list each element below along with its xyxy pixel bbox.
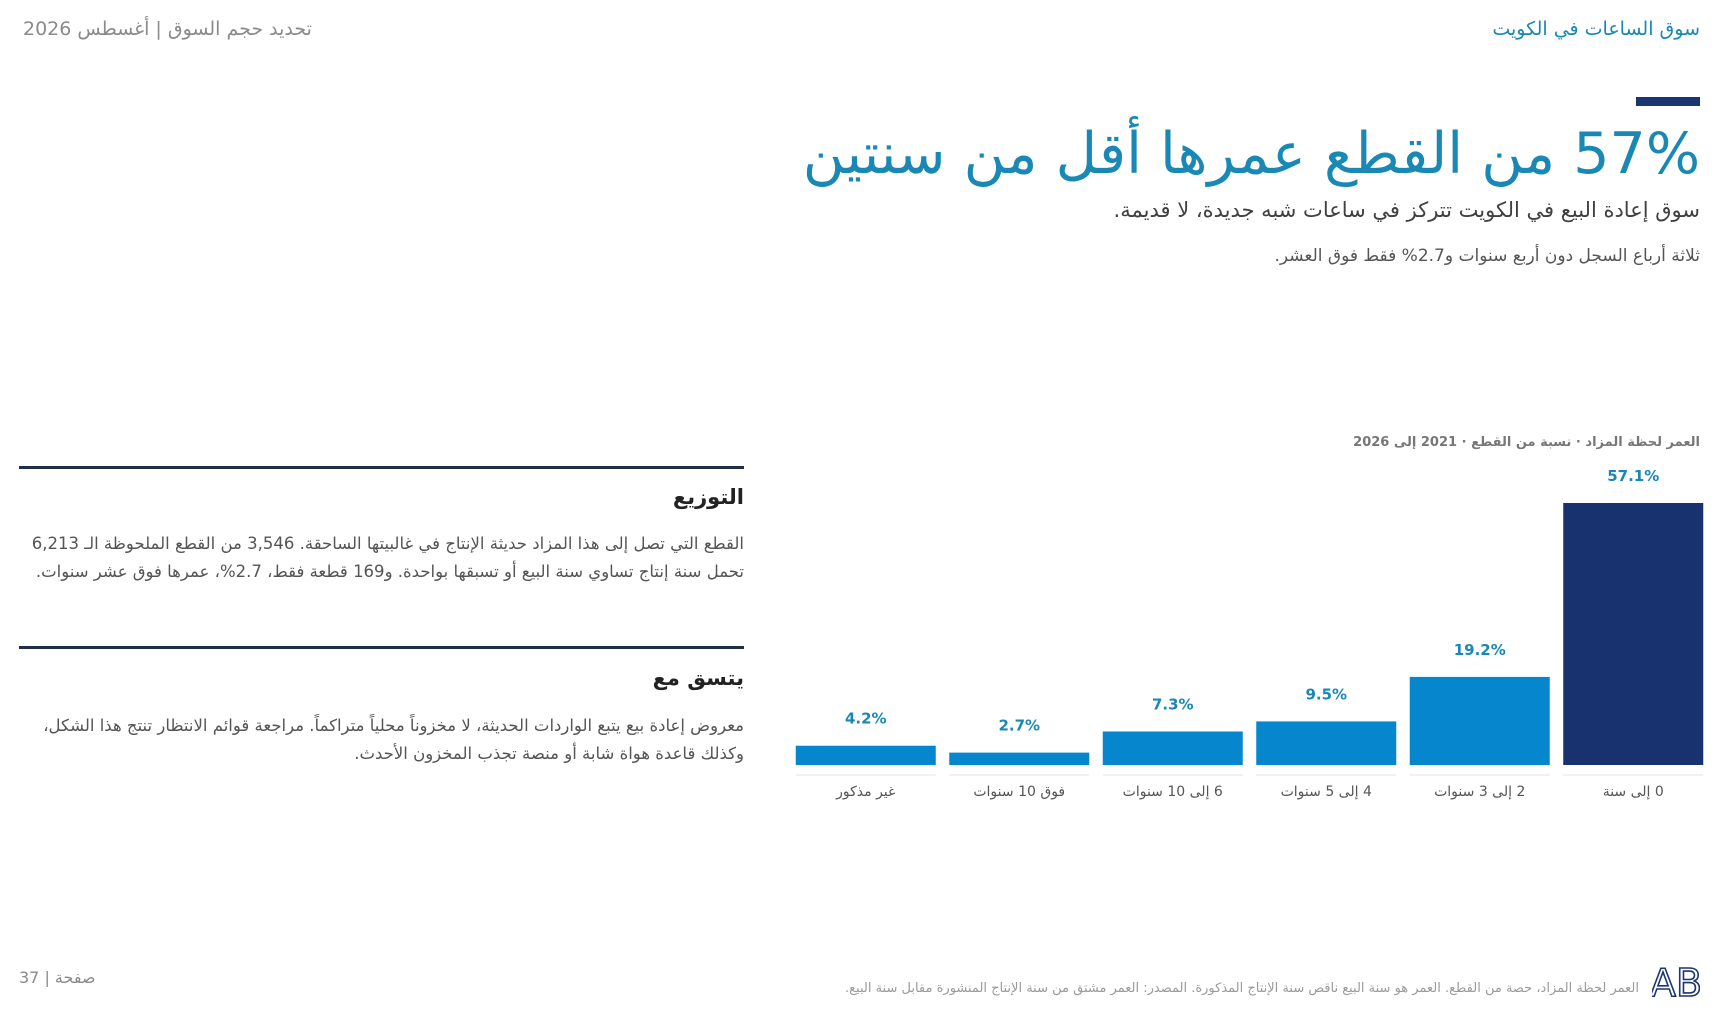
- footnote: العمر لحظة المزاد، حصة من القطع. العمر ه…: [844, 981, 1639, 996]
- section-title-consistent: يتسق مع: [652, 666, 744, 690]
- ab-logo-icon: AB: [1652, 960, 1700, 1002]
- category-label-4: فوق 10 سنوات: [973, 784, 1065, 800]
- bar-3: [1102, 731, 1243, 765]
- bar-0: [1563, 503, 1704, 765]
- page-note: ثلاثة أرباع السجل دون أربع سنوات و2.7% ف…: [1274, 246, 1700, 266]
- section-body-consistent: معروض إعادة بيع يتبع الواردات الحديثة، ل…: [43, 716, 744, 764]
- category-label-3: 6 إلى 10 سنوات: [1123, 784, 1223, 800]
- page-subtitle: سوق إعادة البيع في الكويت تتركز في ساعات…: [1113, 198, 1700, 222]
- report-section-title: سوق الساعات في الكويت: [1492, 18, 1700, 40]
- section-body-distribution: القطع التي تصل إلى هذا المزاد حديثة الإن…: [31, 534, 744, 582]
- age-distribution-chart: 57.1% 0 إلى سنة 19.2% 2 إلى 3 سنوات 9.5% 4 إل…: [795, 467, 1704, 800]
- page-number: صفحة | 37: [19, 968, 96, 987]
- section-divider: [19, 466, 744, 469]
- accent-bar: [1636, 97, 1700, 106]
- category-label-0: 0 إلى سنة: [1603, 784, 1664, 800]
- category-label-2: 4 إلى 5 سنوات: [1281, 784, 1372, 800]
- value-label-4: 2.7%: [998, 717, 1040, 735]
- section-divider: [19, 646, 744, 649]
- value-label-0: 57.1%: [1607, 467, 1659, 485]
- logo-text: AB: [1652, 961, 1700, 1002]
- bar-1: [1409, 676, 1550, 765]
- value-label-2: 9.5%: [1305, 685, 1347, 703]
- section-title-distribution: التوزيع: [672, 485, 744, 509]
- bar-4: [949, 752, 1090, 765]
- chart-title: العمر لحظة المزاد · نسبة من القطع · 2021…: [1353, 435, 1700, 450]
- value-label-1: 19.2%: [1454, 641, 1506, 659]
- bar-2: [1256, 721, 1397, 765]
- value-label-5: 4.2%: [845, 710, 887, 728]
- page-title: 57% من القطع عمرها أقل من سنتين: [802, 121, 1700, 187]
- bar-5: [795, 745, 936, 765]
- category-label-1: 2 إلى 3 سنوات: [1434, 784, 1525, 800]
- value-label-3: 7.3%: [1152, 696, 1194, 714]
- category-label-5: غير مذكور: [835, 784, 895, 800]
- report-info: تحديد حجم السوق | أغسطس 2026: [23, 18, 312, 40]
